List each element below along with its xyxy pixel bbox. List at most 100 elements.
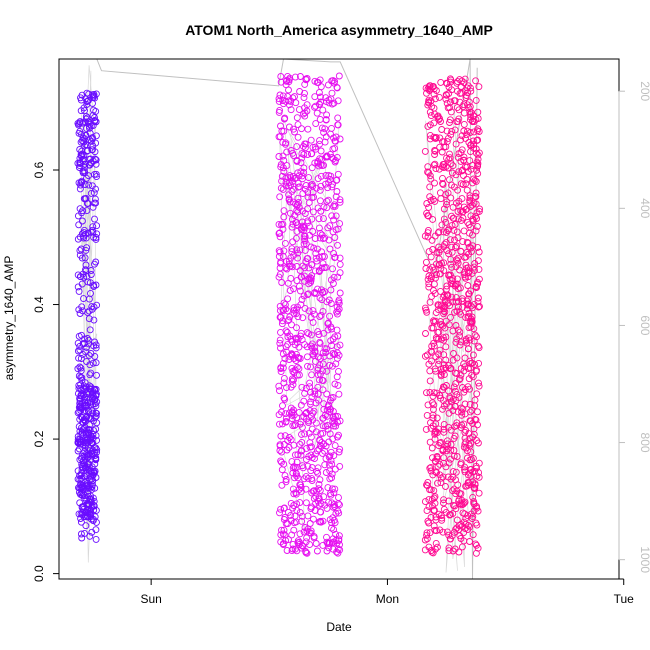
data-point: [436, 471, 444, 479]
data-point: [302, 456, 310, 463]
series-cluster-1: [74, 89, 101, 543]
data-point: [472, 549, 480, 557]
data-point: [437, 287, 444, 295]
data-point: [313, 109, 321, 117]
data-point: [462, 261, 470, 269]
data-point: [431, 95, 439, 103]
data-point: [458, 195, 466, 203]
data-point: [296, 267, 304, 274]
data-point: [288, 215, 296, 223]
data-point: [334, 381, 342, 389]
axes-layer: Sun Mon Tue 0.0 0.2 0.4 0.6 200 400 600 800 1000: [32, 58, 650, 606]
data-point: [289, 504, 297, 512]
data-point: [437, 512, 445, 519]
data-point: [303, 549, 311, 557]
data-point: [435, 261, 443, 269]
data-point: [427, 112, 435, 120]
data-point: [301, 524, 309, 531]
data-point: [275, 220, 283, 228]
data-point: [300, 292, 308, 300]
data-point: [461, 354, 469, 362]
data-point: [443, 80, 451, 87]
data-point: [422, 425, 430, 433]
data-point: [424, 478, 432, 486]
data-point: [85, 351, 93, 359]
data-point: [460, 499, 468, 507]
data-point: [284, 333, 292, 341]
data-point: [285, 434, 293, 441]
data-point: [323, 298, 331, 306]
data-point: [86, 532, 94, 540]
data-point: [324, 319, 332, 327]
data-point: [74, 235, 82, 243]
data-point: [432, 134, 440, 142]
data-point: [445, 321, 453, 329]
data-point: [300, 164, 308, 172]
data-point: [469, 531, 477, 539]
data-point: [457, 424, 465, 432]
data-point: [435, 93, 443, 101]
data-point: [474, 155, 482, 163]
data-point: [294, 200, 301, 208]
data-point: [85, 295, 93, 303]
data-point: [468, 231, 476, 239]
data-point: [307, 527, 315, 535]
data-point: [467, 113, 475, 121]
data-point: [334, 549, 342, 557]
data-point: [448, 277, 456, 284]
data-point: [311, 235, 319, 242]
data-point: [430, 342, 438, 350]
data-point: [307, 433, 315, 441]
data-point: [293, 310, 300, 317]
data-point: [447, 98, 454, 106]
data-point: [468, 248, 475, 256]
data-point: [317, 517, 324, 525]
data-point: [93, 230, 101, 238]
y-right-tick-label: 200: [638, 81, 650, 101]
data-point: [296, 88, 304, 95]
data-point: [276, 336, 284, 344]
data-point: [423, 89, 430, 97]
data-point: [300, 151, 308, 158]
data-point: [424, 168, 432, 176]
data-point: [474, 160, 482, 168]
data-point: [324, 224, 332, 232]
data-point: [334, 114, 342, 122]
data-point: [327, 491, 335, 499]
data-point: [314, 366, 322, 374]
data-point: [291, 474, 298, 482]
data-point: [329, 417, 337, 425]
data-point: [328, 519, 336, 527]
data-point: [332, 212, 340, 220]
data-point: [323, 538, 331, 546]
data-point: [296, 440, 304, 448]
data-point: [78, 209, 86, 217]
data-point: [331, 158, 339, 166]
data-point: [439, 322, 447, 330]
data-point: [311, 143, 319, 151]
data-point: [301, 304, 309, 312]
data-point: [426, 193, 434, 201]
data-point: [277, 161, 285, 169]
data-point: [314, 371, 322, 379]
data-point: [280, 213, 288, 221]
data-point: [453, 354, 461, 362]
data-point: [312, 102, 320, 110]
data-point: [82, 522, 90, 530]
data-point: [300, 397, 308, 405]
x-tick-label: Mon: [376, 592, 399, 606]
data-point: [435, 356, 443, 364]
data-point: [91, 215, 98, 223]
data-point: [90, 189, 98, 197]
data-point: [453, 419, 461, 427]
data-point: [79, 464, 87, 472]
data-point: [315, 494, 323, 502]
data-point: [83, 174, 90, 182]
data-point: [305, 199, 313, 207]
data-point: [292, 421, 299, 429]
data-point: [77, 355, 85, 362]
data-point: [334, 121, 342, 129]
data-point: [89, 142, 97, 150]
data-point: [439, 405, 446, 413]
data-point: [451, 126, 459, 134]
